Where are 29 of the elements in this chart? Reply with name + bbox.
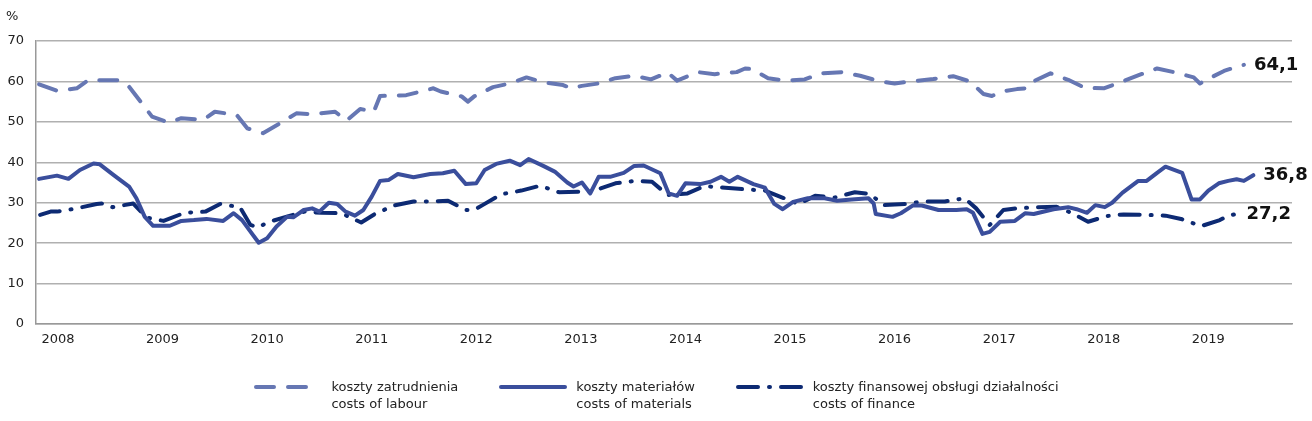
y-tick-label: 60	[7, 72, 24, 88]
x-tick-label: 2012	[459, 331, 493, 347]
legend-label: koszty materiałów costs of materials	[576, 378, 695, 412]
annotation: 27,2	[1246, 201, 1291, 223]
x-tick-label: 2008	[41, 331, 75, 347]
x-tick-label: 2011	[355, 331, 389, 347]
y-tick-label: 30	[7, 194, 24, 210]
x-tick-label: 2017	[982, 331, 1016, 347]
y-axis-title: %	[6, 8, 19, 23]
line-series	[38, 178, 1239, 230]
x-tick-label: 2010	[250, 331, 284, 347]
legend-label: koszty finansowej obsługi działalności costs of finance	[812, 378, 1059, 412]
y-tick-label: 40	[7, 153, 24, 169]
x-tick-label: 2019	[1191, 331, 1225, 347]
x-tick-label: 2018	[1087, 331, 1121, 347]
y-tick-label: 0	[15, 315, 24, 331]
x-tick-label: 2014	[668, 331, 702, 347]
annotation: 64,1	[1253, 52, 1299, 74]
legend-label: koszty zatrudnienia costs of labour	[331, 378, 459, 412]
x-tick-label: 2016	[878, 331, 912, 347]
annotation: 36,8	[1263, 162, 1308, 184]
y-tick-label: 70	[7, 32, 24, 48]
x-tick-label: 2013	[564, 331, 598, 347]
y-tick-label: 10	[7, 274, 24, 290]
y-tick-label: 50	[7, 113, 24, 129]
y-tick-label: 20	[7, 234, 24, 250]
line-series	[37, 62, 1246, 136]
x-tick-label: 2009	[145, 331, 180, 347]
x-tick-label: 2015	[773, 331, 807, 347]
